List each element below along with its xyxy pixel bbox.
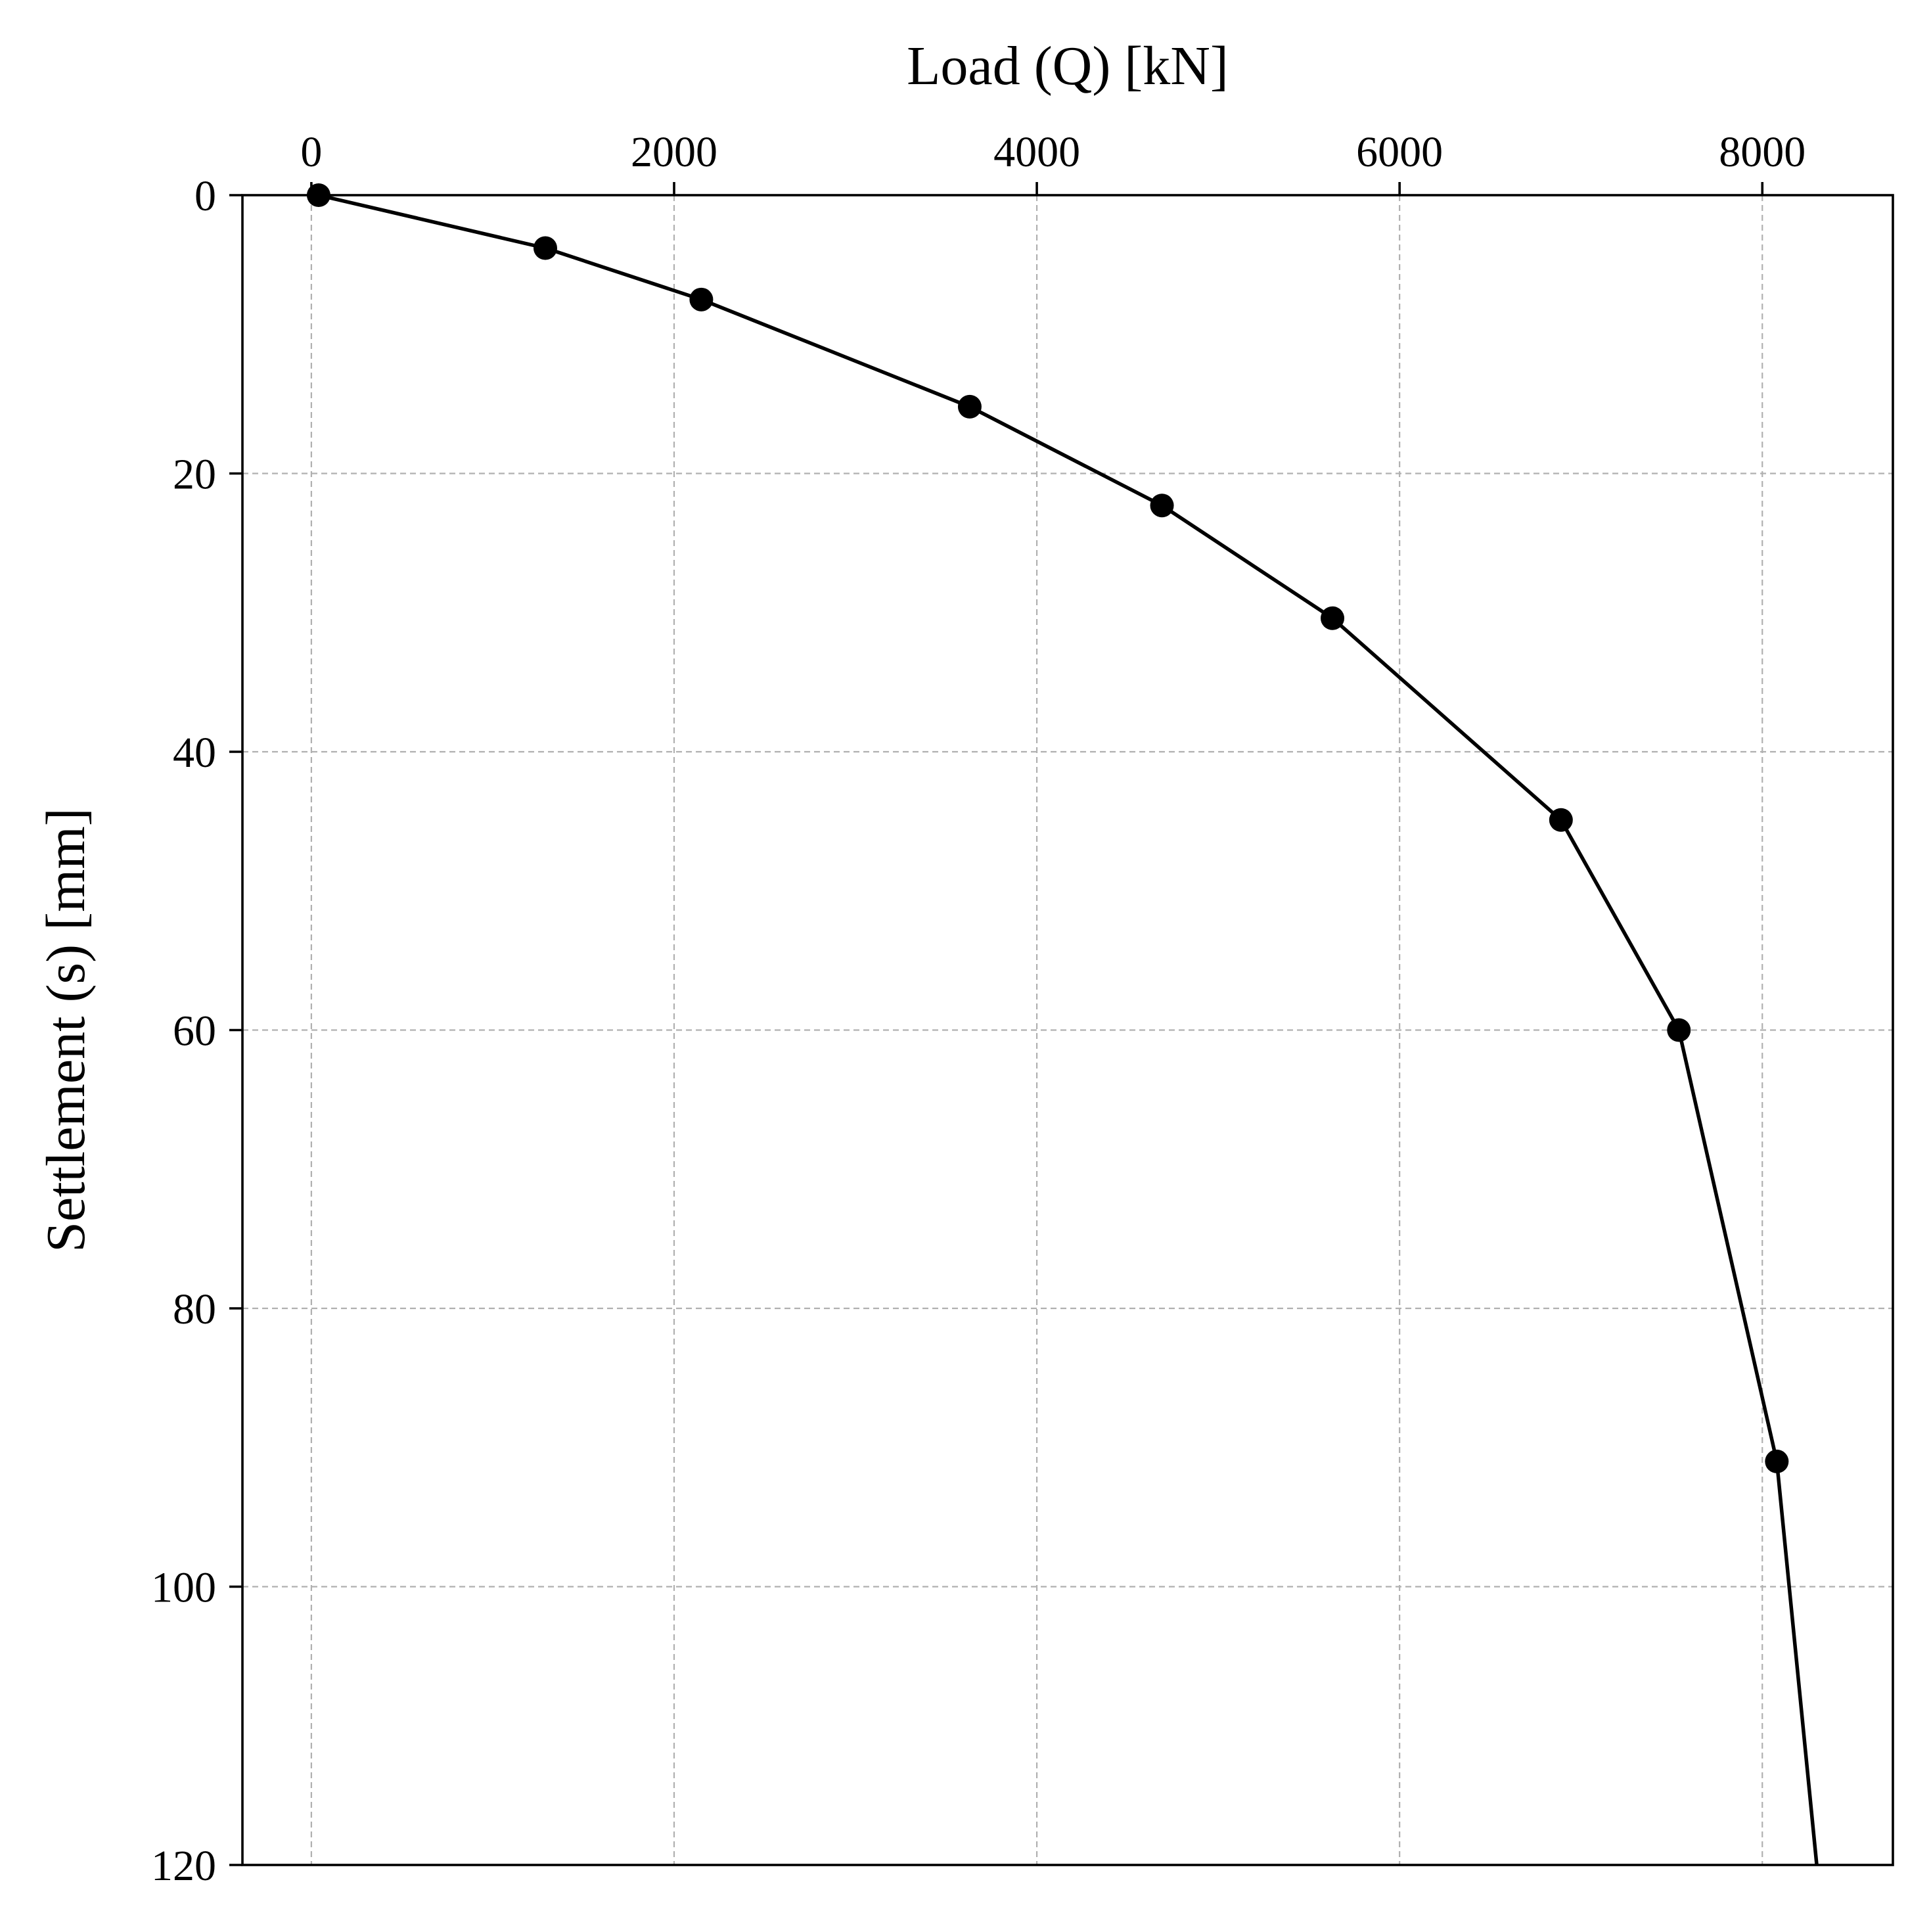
x-tick-label: 0: [300, 128, 322, 176]
x-axis-title: Load (Q) [kN]: [907, 35, 1229, 97]
data-point: [689, 287, 714, 311]
data-point: [1321, 606, 1345, 630]
data-point: [1765, 1449, 1789, 1473]
y-tick-label: 40: [173, 729, 216, 777]
x-tick-label: 8000: [1719, 128, 1806, 176]
y-tick-label: 20: [173, 451, 216, 499]
grid: [242, 195, 1893, 1865]
y-tick-label: 60: [173, 1007, 216, 1055]
data-point: [957, 394, 982, 419]
data-point: [1549, 808, 1573, 832]
y-tick-label: 100: [151, 1564, 216, 1612]
x-tick-label: 6000: [1356, 128, 1443, 176]
y-tick-label: 0: [194, 172, 216, 220]
data-point: [533, 236, 557, 260]
x-tick-label: 4000: [993, 128, 1080, 176]
y-tick-label: 120: [151, 1842, 216, 1890]
axis-ticks: 0 2000 4000 6000 8000 0 20 40 60 80 100 120: [151, 128, 1806, 1890]
data-point: [1667, 1018, 1691, 1042]
series-line: [318, 193, 1819, 1866]
x-tick-label: 2000: [631, 128, 717, 176]
series: [306, 183, 1819, 1866]
data-point: [1150, 494, 1174, 518]
y-axis-title: Settlement (s) [mm]: [35, 808, 97, 1253]
data-point: [306, 183, 330, 207]
y-tick-label: 80: [173, 1285, 216, 1333]
